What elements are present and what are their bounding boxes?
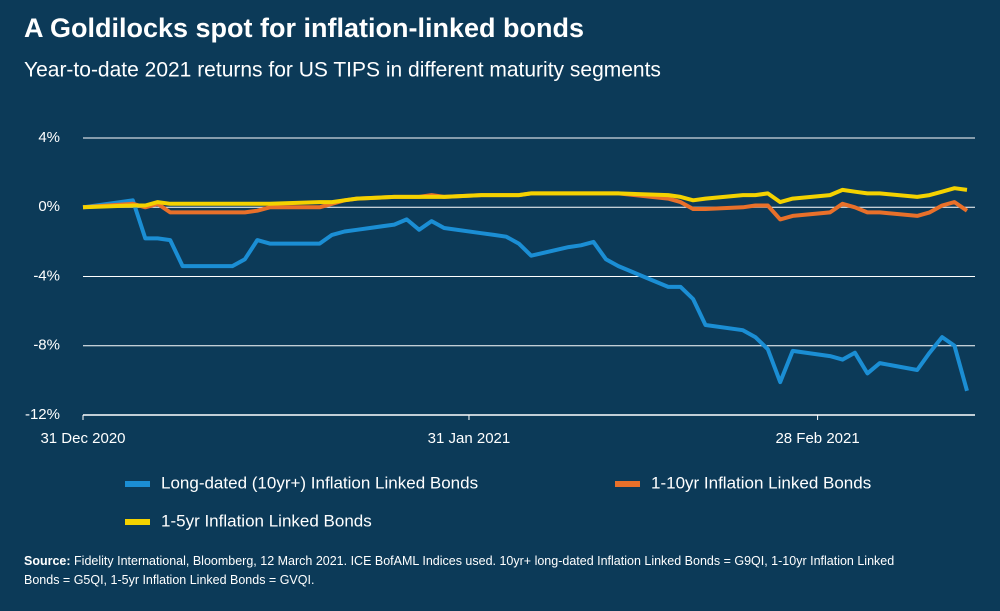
series-line (82, 186, 968, 210)
y-tick-label: 0% (38, 198, 60, 215)
source-box: Source: Fidelity International, Bloomber… (24, 552, 924, 590)
legend-swatch (615, 481, 640, 487)
series-line (82, 191, 969, 222)
legend-swatch (125, 481, 150, 487)
legend-label: Long-dated (10yr+) Inflation Linked Bond… (161, 473, 478, 492)
x-tick-label: 31 Dec 2020 (40, 430, 125, 447)
source: Source: Fidelity International, Bloomber… (24, 552, 924, 590)
source-text: Fidelity International, Bloomberg, 12 Ma… (24, 554, 895, 587)
y-tick-label: 4% (38, 129, 60, 146)
chart-subtitle: Year-to-date 2021 returns for US TIPS in… (24, 59, 661, 82)
x-tick-label: 28 Feb 2021 (775, 430, 859, 447)
y-tick-label: -4% (33, 267, 60, 284)
y-tick-label: -12% (25, 406, 60, 423)
x-tick-label: 31 Jan 2021 (428, 430, 511, 447)
legend-label: 1-10yr Inflation Linked Bonds (651, 473, 871, 492)
legend-label: 1-5yr Inflation Linked Bonds (161, 511, 372, 530)
source-label: Source: (24, 554, 71, 568)
y-tick-label: -8% (33, 337, 60, 354)
chart-title: A Goldilocks spot for inflation-linked b… (24, 13, 584, 43)
legend-swatch (125, 519, 150, 525)
series-line (82, 198, 969, 392)
